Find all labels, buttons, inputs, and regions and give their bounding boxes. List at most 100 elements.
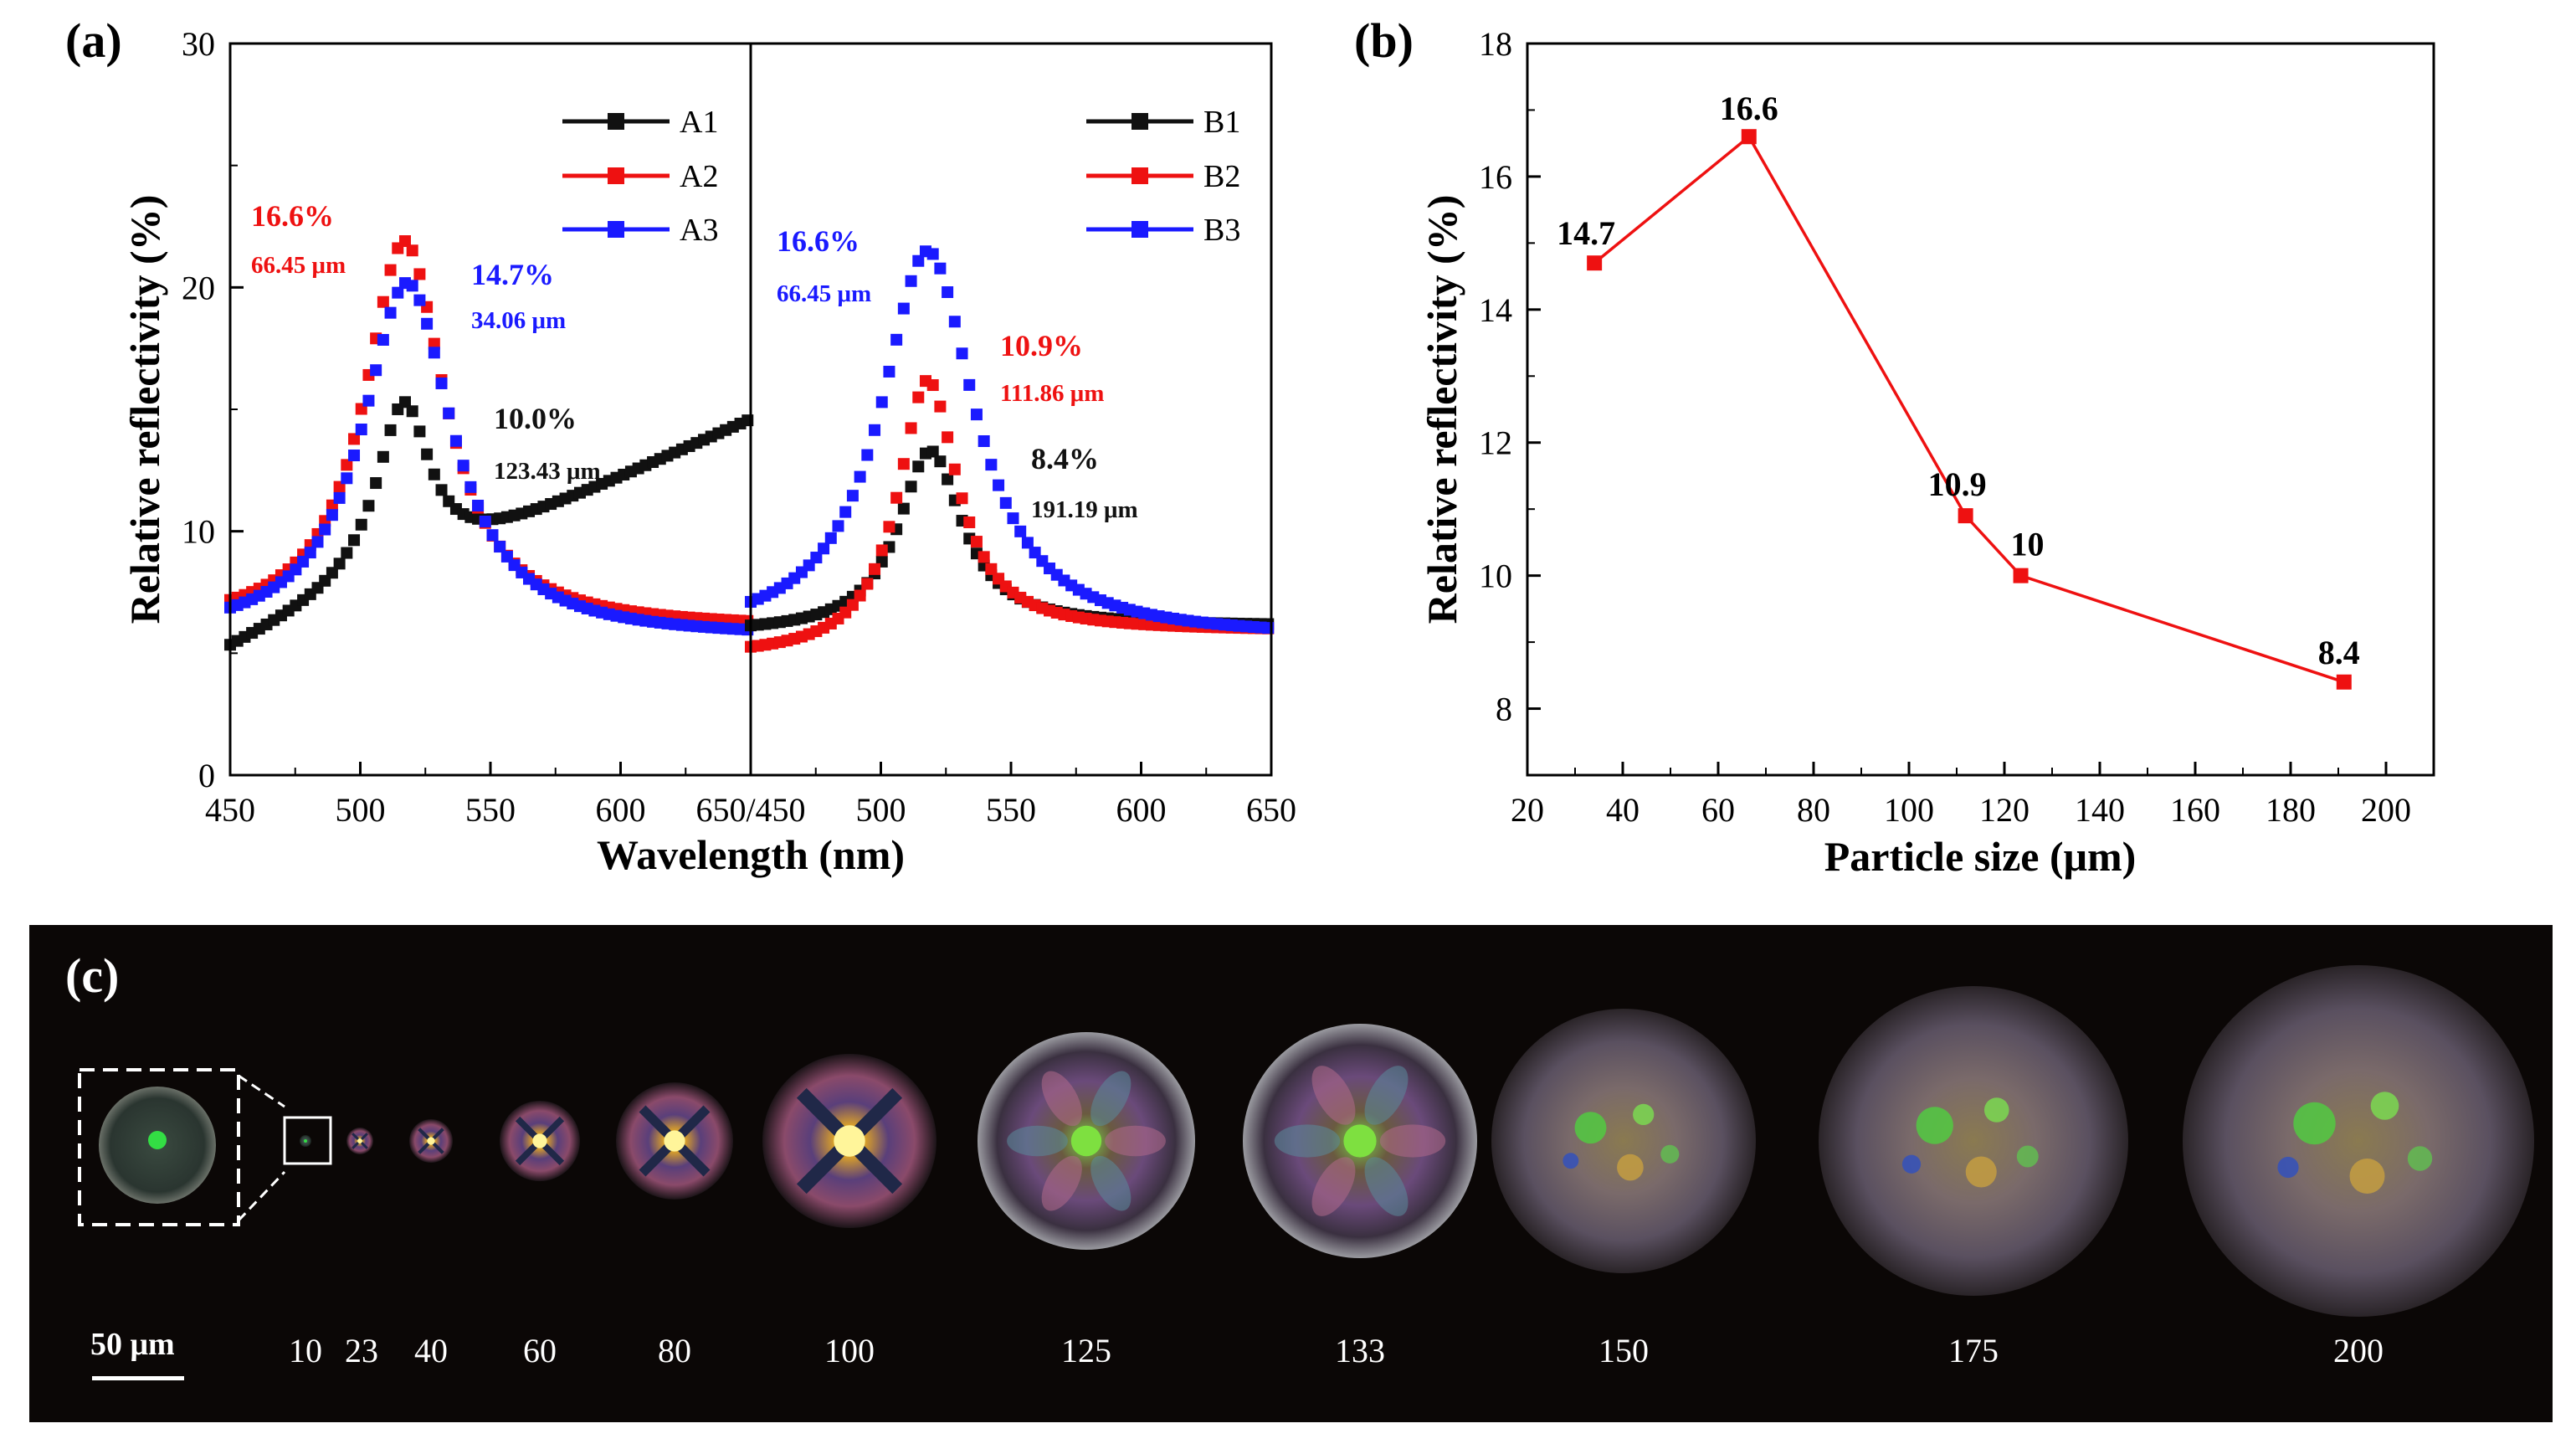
spectrum-point xyxy=(326,567,338,579)
spectrum-point xyxy=(890,333,903,346)
particle-60 xyxy=(500,1101,580,1181)
spectrum-point xyxy=(839,506,852,518)
a-annot-a1-size: 123.43 μm xyxy=(494,458,601,485)
particle-disc xyxy=(2183,965,2534,1317)
legend-b2-label: B2 xyxy=(1203,159,1240,194)
a-right-frame xyxy=(749,42,1273,777)
rosette-petal xyxy=(1311,1066,1356,1125)
legend-a1-marker xyxy=(608,113,624,130)
legend-b3-marker xyxy=(1131,221,1148,238)
spectrum-point xyxy=(963,378,976,391)
spectrum-point xyxy=(319,523,331,536)
particle-disc xyxy=(1491,1009,1756,1273)
spectrum-point xyxy=(905,480,917,493)
b-data-point xyxy=(1958,508,1973,524)
a-annot-a2-size: 66.45 μm xyxy=(251,252,346,279)
mottled-spot xyxy=(1660,1144,1680,1164)
spectrum-point xyxy=(435,484,448,496)
spectrum-point xyxy=(421,448,434,460)
spectrum-point xyxy=(355,424,367,436)
inset-source-box xyxy=(283,1116,332,1165)
b-point-label: 16.6 xyxy=(1720,90,1778,127)
rosette-petal xyxy=(1090,1071,1131,1127)
spectrum-point xyxy=(398,235,411,248)
spectrum-point xyxy=(1007,512,1019,525)
legend-b3-label: B3 xyxy=(1203,213,1240,248)
a-annot-b1-value: 8.4% xyxy=(1031,442,1099,475)
b-ticks: 20 40 60 80 100 120 140 160 180 200 8 10 12 14 16 18 xyxy=(1479,25,2411,829)
spectrum-point xyxy=(304,547,316,559)
spectrum-point xyxy=(905,275,917,287)
particle-core xyxy=(1070,1125,1102,1157)
particle-size-label: 133 xyxy=(1335,1332,1385,1369)
particle-40 xyxy=(409,1119,453,1163)
mottled-spot xyxy=(1563,1153,1579,1169)
spectrum-point xyxy=(942,286,954,299)
spectrum-point xyxy=(978,434,990,447)
mottled-spot xyxy=(2407,1146,2433,1171)
legend-a1-label: A1 xyxy=(680,105,718,140)
legend-a3-marker xyxy=(608,221,624,238)
spectrum-point xyxy=(861,449,874,461)
spectrum-point xyxy=(956,347,968,360)
legend-a2-marker xyxy=(608,167,624,184)
spectrum-point xyxy=(341,547,353,559)
spectrum-point xyxy=(384,264,397,276)
x-tick-label: 450 xyxy=(205,791,255,829)
a-right-annotations: 16.6% 66.45 μm 10.9% 111.86 μm 8.4% 191.… xyxy=(777,224,1138,523)
spectrum-point xyxy=(348,433,361,445)
b-point-label: 14.7 xyxy=(1557,214,1615,252)
spectrum-point xyxy=(370,364,382,377)
b-x-axis-title: Particle size (μm) xyxy=(1824,833,2137,880)
series-b1 xyxy=(745,445,1275,632)
a-annot-a1-value: 10.0% xyxy=(494,402,577,435)
rosette-petal xyxy=(1007,1125,1068,1157)
a-left-ticks: 450 500 550 600 650/450 0 10 20 30 xyxy=(182,25,806,829)
particle-133 xyxy=(1243,1024,1477,1258)
inset-particle-core xyxy=(148,1131,167,1149)
rosette-petal xyxy=(1379,1124,1446,1158)
spectrum-point xyxy=(934,262,947,275)
x-tick-label: 100 xyxy=(1884,791,1934,829)
particle-size-label: 23 xyxy=(345,1332,378,1369)
spectrum-point xyxy=(999,496,1012,509)
panel-c: (c) 10 23 40 60 80 100 125 133 150 175 200 50 μm xyxy=(29,925,2553,1422)
mottled-spot xyxy=(2016,1145,2039,1168)
b-line xyxy=(1593,134,2345,684)
spectrum-point xyxy=(428,337,440,350)
series-b3 xyxy=(745,245,1275,635)
particle-23 xyxy=(346,1128,373,1154)
spectrum-point xyxy=(362,500,375,512)
spectrum-point xyxy=(810,552,823,564)
spectrum-point xyxy=(333,558,346,570)
legend-a2-label: A2 xyxy=(680,159,718,194)
particle-size-label: 200 xyxy=(2333,1332,2384,1369)
y-tick-label: 0 xyxy=(198,757,215,794)
spectrum-point xyxy=(883,365,895,378)
spectrum-point xyxy=(377,333,389,346)
rosette-petal xyxy=(1090,1155,1131,1211)
x-tick-label: 160 xyxy=(2170,791,2220,829)
particle-80 xyxy=(616,1082,733,1200)
spectrum-point xyxy=(464,480,477,493)
spectrum-point xyxy=(934,455,947,468)
panel-c-label: (c) xyxy=(65,948,119,1003)
spectrum-point xyxy=(970,536,983,548)
x-tick-label: 600 xyxy=(596,791,646,829)
panel-a-label: (a) xyxy=(65,13,122,68)
spectrum-point xyxy=(897,502,910,515)
a-annot-a3-value: 14.7% xyxy=(471,258,554,291)
panel-a-left-plot: 16.6% 66.45 μm 14.7% 34.06 μm 10.0% 123.… xyxy=(224,105,754,651)
spectrum-point xyxy=(355,518,367,531)
particle-size-label: 10 xyxy=(289,1332,322,1369)
spectrum-point xyxy=(341,472,353,485)
x-tick-label: 500 xyxy=(336,791,386,829)
spectrum-point xyxy=(311,536,324,548)
mottled-spot xyxy=(1901,1154,1922,1174)
spectrum-point xyxy=(392,286,404,299)
particle-size-label: 175 xyxy=(1948,1332,1999,1369)
spectrum-point xyxy=(854,589,866,602)
rosette-petal xyxy=(1364,1157,1409,1216)
x-tick-label: 180 xyxy=(2266,791,2316,829)
mottled-spot xyxy=(1983,1097,2009,1123)
